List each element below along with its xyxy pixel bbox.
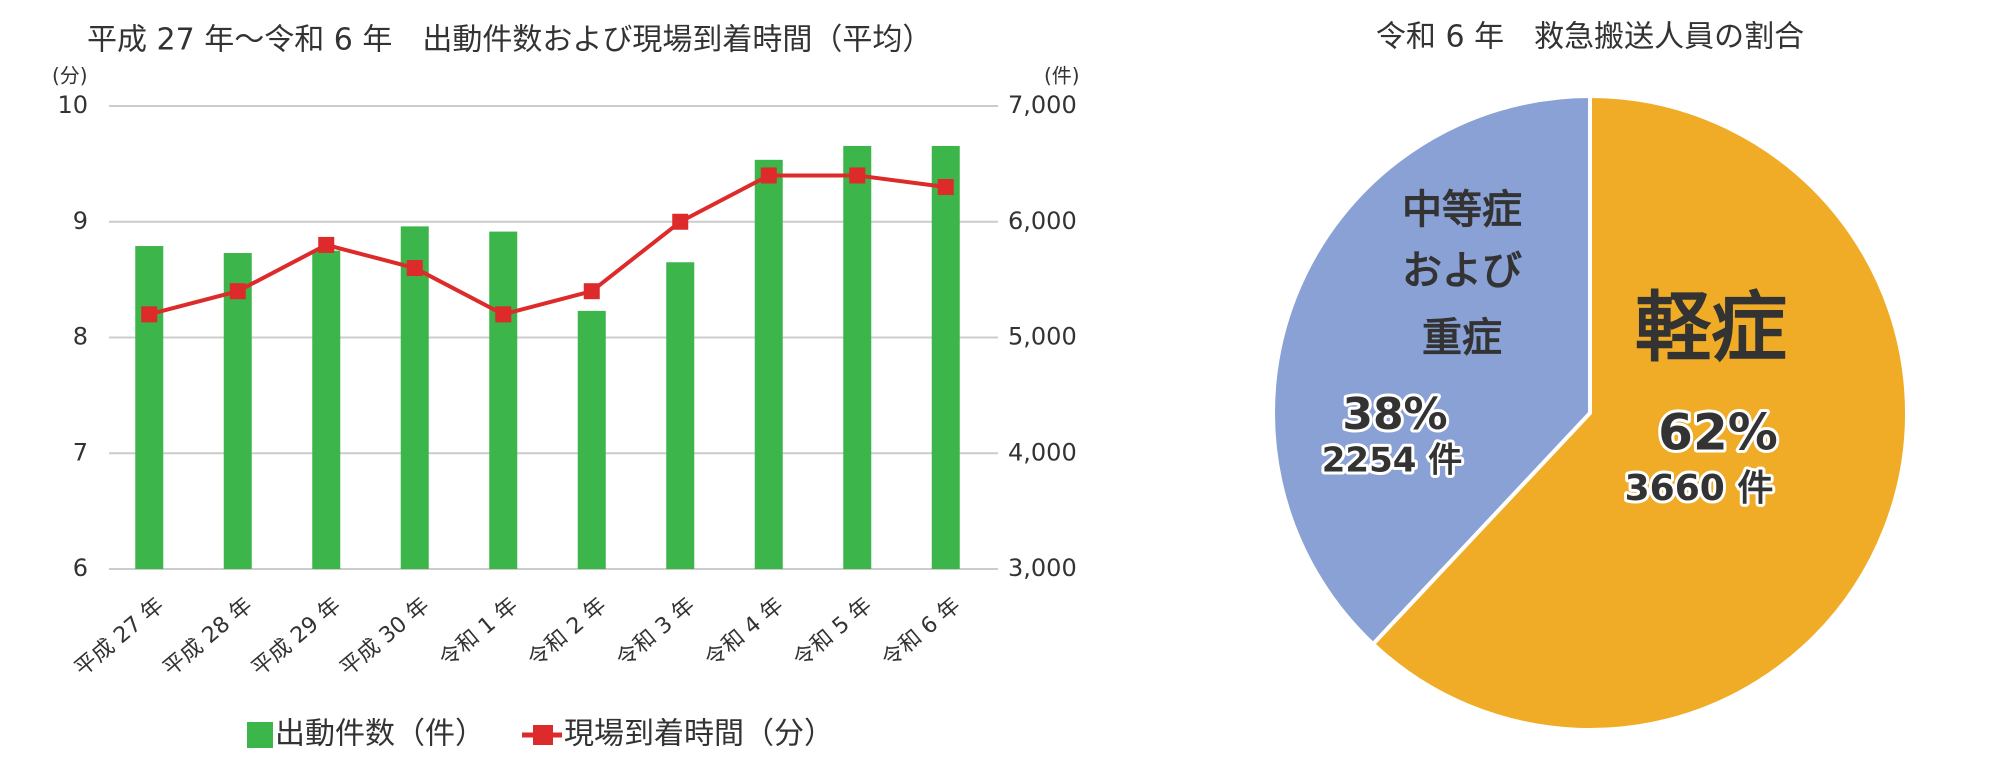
line-marker [229, 283, 246, 300]
y2-unit: (件) [1044, 64, 1080, 88]
bar [400, 226, 429, 569]
y-tick-label: 8 [73, 323, 88, 351]
line-marker [583, 283, 600, 300]
x-tick-label: 令和 2 年 [523, 593, 611, 673]
x-tick-label: 平成 27 年 [70, 593, 169, 682]
slice-label: および [1402, 248, 1522, 294]
slice-count: 2254 件 [1322, 441, 1462, 481]
line-marker [406, 260, 423, 277]
slice-label: 重症 [1422, 315, 1502, 361]
bar [666, 262, 695, 569]
x-tick-label: 令和 4 年 [700, 593, 788, 673]
line-marker [760, 167, 777, 184]
bar [135, 246, 164, 569]
legend-label: 出動件数（件） [275, 717, 485, 752]
bar [843, 145, 872, 569]
bar [931, 145, 960, 569]
line-marker [849, 167, 866, 184]
y-tick-label: 7 [73, 438, 88, 466]
y-tick-label: 9 [73, 207, 88, 235]
y-unit: (分) [52, 64, 88, 88]
bar [223, 253, 252, 569]
line [148, 173, 947, 317]
pie-slice [1271, 93, 1592, 647]
line-marker [318, 236, 335, 253]
x-tick-label: 平成 29 年 [247, 593, 346, 682]
y2-tick-label: 4,000 [1008, 438, 1077, 466]
y2-tick-label: 3,000 [1008, 554, 1077, 582]
line-marker [141, 306, 158, 323]
x-tick-label: 令和 5 年 [789, 593, 877, 673]
y2-tick-label: 5,000 [1008, 323, 1077, 351]
bar [577, 310, 606, 569]
y-tick-label: 6 [73, 554, 88, 582]
line-marker [672, 213, 689, 230]
line-marker [937, 179, 954, 196]
y2-tick-label: 6,000 [1008, 207, 1077, 235]
bar [754, 159, 783, 570]
x-tick-label: 平成 28 年 [159, 593, 258, 682]
slice-label: 中等症 [1402, 187, 1522, 233]
x-tick-label: 平成 30 年 [336, 593, 435, 682]
slice-value: 62% [1658, 404, 1778, 462]
slice-count: 3660 件 [1625, 468, 1774, 509]
legend-label: 現場到着時間（分） [564, 717, 834, 752]
x-tick-label: 令和 1 年 [435, 593, 523, 673]
bar [489, 231, 518, 569]
slice-value: 38% [1342, 389, 1447, 440]
x-tick-label: 令和 6 年 [877, 593, 965, 673]
legend-swatch [533, 725, 553, 745]
pie-slice [1370, 93, 1909, 732]
chart-title: 平成 27 年〜令和 6 年 出動件数および現場到着時間（平均） [87, 23, 932, 58]
legend-swatch [247, 722, 273, 748]
x-tick-label: 令和 3 年 [612, 593, 700, 673]
y2-tick-label: 7,000 [1008, 91, 1077, 119]
chart-title: 令和 6 年 救急搬送人員の割合 [1376, 20, 1804, 55]
y-tick-label: 10 [57, 91, 88, 119]
line-marker [495, 306, 512, 323]
bar [312, 250, 341, 569]
slice-label: 軽症 [1635, 283, 1787, 372]
